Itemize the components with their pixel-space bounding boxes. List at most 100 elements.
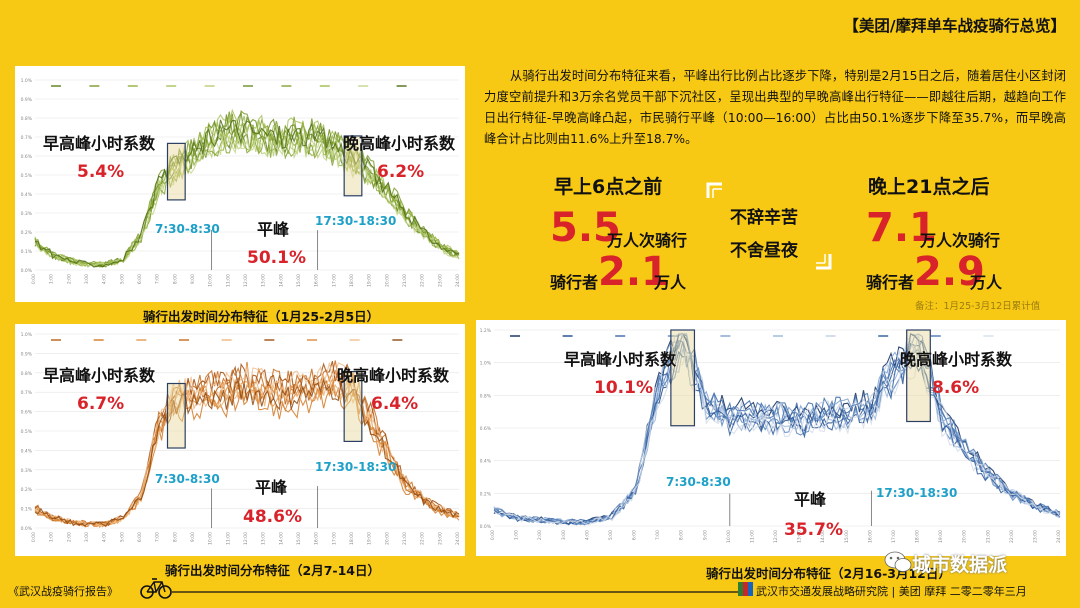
y-tick-label: 0.3% [21, 211, 33, 217]
late-riders-prefix: 骑行者 [866, 273, 915, 292]
late-label: 晚上21点之后 [868, 176, 990, 198]
chart-caption-feb7-feb14: 骑行出发时间分布特征（2月7-14日） [165, 563, 380, 578]
bicycle-icon [140, 578, 172, 599]
morning-peak-time: 7:30-8:30 [155, 472, 220, 486]
y-tick-label: 0.2% [21, 487, 33, 493]
evening-peak-box [343, 370, 363, 442]
morning-peak-time: 7:30-8:30 [155, 222, 220, 236]
x-tick-label: 23:00 [437, 532, 443, 545]
x-tick-label: 1:00 [49, 274, 55, 284]
y-tick-label: 0.0% [21, 268, 33, 274]
chart-panel-feb16-mar12: 0.0% 0.2% 0.4% 0.6% 0.8% 1.0% 1.2% 0:00 1:00 2:00… [476, 320, 1066, 556]
x-tick-label: 12:00 [243, 274, 249, 287]
evening-peak-pct: 6.2% [377, 162, 425, 182]
x-tick-label: 12:00 [243, 532, 249, 545]
x-tick-label: 24:00 [455, 532, 461, 545]
x-tick-label: 14:00 [278, 274, 284, 287]
x-tick-label: 0:00 [31, 532, 37, 542]
x-tick-label: 8:00 [172, 532, 178, 542]
x-tick-label: 21:00 [402, 274, 408, 287]
chart-panel-jan25-feb5: 0.0% 0.1% 0.2% 0.3% 0.4% 0.5% 0.6% 0.7% 0.8% 0.9%… [15, 66, 465, 302]
x-tick-label: 24:00 [1056, 530, 1062, 543]
x-tick-label: 2:00 [537, 530, 543, 540]
morning-peak-title: 早高峰小时系数 [43, 366, 156, 385]
early-riders-prefix: 骑行者 [550, 273, 599, 292]
x-tick-label: 20:00 [384, 532, 390, 545]
x-tick-label: 2:00 [66, 274, 72, 284]
x-tick-label: 10:00 [726, 530, 732, 543]
y-tick-label: 0.4% [21, 192, 33, 198]
y-tick-label: 0.8% [480, 393, 492, 399]
morning-peak-title: 早高峰小时系数 [43, 134, 156, 153]
early-trips-value: 5.5 [550, 205, 621, 251]
x-tick-label: 1:00 [514, 530, 520, 540]
bracket-bottom-right-icon [816, 254, 832, 270]
x-tick-label: 21:00 [402, 532, 408, 545]
x-tick-label: 1:00 [49, 532, 55, 542]
y-tick-label: 1.0% [480, 361, 492, 367]
x-tick-label: 19:00 [367, 532, 373, 545]
x-tick-label: 19:00 [938, 530, 944, 543]
x-tick-label: 17:00 [331, 274, 337, 287]
x-tick-label: 7:00 [155, 532, 161, 542]
morning-peak-pct: 6.7% [77, 394, 125, 414]
y-tick-label: 0.1% [21, 249, 33, 255]
x-tick-label: 16:00 [314, 274, 320, 287]
y-tick-label: 0.4% [480, 459, 492, 465]
evening-peak-title: 晚高峰小时系数 [337, 366, 450, 385]
off-peak-pct: 50.1% [247, 248, 306, 268]
late-riders-unit: 万人 [970, 273, 1003, 292]
off-peak-pct: 48.6% [243, 507, 302, 527]
chart-caption-feb16-mar12: 骑行出发时间分布特征（2月16-3月12日） [706, 566, 951, 581]
note-text: 备注：1月25-3月12日累计值 [915, 301, 1041, 312]
y-tick-label: 0.1% [21, 507, 33, 513]
x-tick-label: 9:00 [190, 532, 196, 542]
early-label: 早上6点之前 [554, 176, 663, 198]
morning-peak-box [670, 329, 696, 427]
x-tick-label: 6:00 [137, 532, 143, 542]
x-tick-label: 14:00 [820, 530, 826, 543]
x-tick-label: 9:00 [190, 274, 196, 284]
x-tick-label: 8:00 [172, 274, 178, 284]
y-tick-label: 0.8% [21, 371, 33, 377]
x-tick-label: 3:00 [561, 530, 567, 540]
x-tick-label: 22:00 [1009, 530, 1015, 543]
y-tick-label: 0.6% [480, 426, 492, 432]
series-line [34, 128, 460, 268]
early-riders-unit: 万人 [654, 273, 687, 292]
x-tick-label: 20:00 [384, 274, 390, 287]
x-tick-label: 23:00 [1032, 530, 1038, 543]
evening-peak-time: 17:30-18:30 [315, 214, 397, 228]
evening-peak-time: 17:30-18:30 [876, 486, 958, 500]
page-title: 【美团/摩拜单车战疫骑行总览】 [843, 17, 1066, 35]
x-tick-label: 17:00 [891, 530, 897, 543]
late-riders-value: 2.9 [914, 249, 985, 295]
y-tick-label: 0.9% [21, 97, 33, 103]
y-tick-label: 1.0% [21, 332, 33, 338]
series-line [493, 341, 1061, 526]
x-tick-label: 16:00 [314, 532, 320, 545]
x-tick-label: 11:00 [749, 530, 755, 543]
x-tick-label: 9:00 [702, 530, 708, 540]
series-line [34, 131, 460, 268]
y-tick-label: 0.9% [21, 351, 33, 357]
series-line [34, 119, 460, 268]
morning-peak-title: 早高峰小时系数 [564, 350, 677, 369]
x-tick-label: 21:00 [985, 530, 991, 543]
x-tick-label: 0:00 [490, 530, 496, 540]
morning-peak-time: 7:30-8:30 [666, 475, 731, 489]
x-tick-label: 17:00 [331, 532, 337, 545]
x-tick-label: 10:00 [208, 274, 214, 287]
watermark-text: 城市数据派 [912, 554, 1008, 576]
morning-peak-box [166, 142, 186, 201]
line-chart-feb16-mar12: 0.0% 0.2% 0.4% 0.6% 0.8% 1.0% 1.2% 0:00 1:00 2:00… [480, 328, 1062, 543]
series-line [493, 333, 1061, 525]
x-tick-label: 6:00 [632, 530, 638, 540]
y-tick-label: 0.6% [21, 154, 33, 160]
y-tick-label: 0.3% [21, 468, 33, 474]
y-tick-label: 0.7% [21, 135, 33, 141]
off-peak-title: 平峰 [255, 478, 288, 497]
x-tick-label: 19:00 [367, 274, 373, 287]
x-tick-label: 15:00 [296, 532, 302, 545]
x-tick-label: 5:00 [119, 274, 125, 284]
